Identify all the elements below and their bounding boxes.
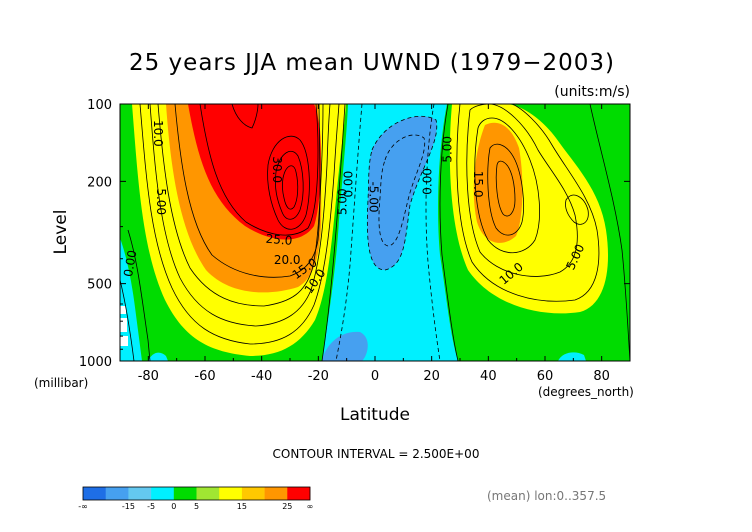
x-tick-label: 80 — [593, 369, 610, 384]
missing-data-cell — [120, 336, 128, 346]
colorbar-label: 15 — [237, 502, 247, 511]
colorbar-label: -5 — [147, 502, 155, 511]
y-tick-label: 1000 — [79, 355, 112, 370]
colorbar-label: 5 — [194, 502, 199, 511]
colorbar-swatch — [105, 487, 129, 500]
contour-label: 0.00 — [121, 249, 139, 278]
contour-interval-label: CONTOUR INTERVAL = 2.500E+00 — [273, 447, 480, 461]
colorbar-swatch — [151, 487, 175, 500]
contour-line — [474, 117, 540, 254]
contour-label: 20.0 — [274, 253, 301, 267]
contour-label: 5.00 — [336, 188, 350, 215]
y-tick-label: 100 — [87, 98, 112, 113]
units-label: (units:m/s) — [554, 84, 630, 100]
contour-line — [281, 165, 299, 210]
band-neg5-0-lowlevel2 — [148, 352, 168, 361]
contour-line — [487, 143, 524, 236]
contour-label: 0.00 — [421, 168, 435, 195]
colorbar-swatch — [219, 487, 243, 500]
y-axis-units: (millibar) — [34, 376, 88, 390]
averaging-note: (mean) lon:0..357.5 — [487, 489, 606, 503]
contour-line — [366, 115, 438, 271]
x-tick-label: 40 — [480, 369, 497, 384]
x-tick-label: 20 — [423, 369, 440, 384]
x-axis: -80 -60 -40 -20 0 20 40 60 80 — [119, 104, 631, 384]
contour-line — [267, 135, 310, 230]
colorbar-swatch — [173, 487, 197, 500]
contour-label: 0.00 — [341, 171, 355, 198]
contour-line — [157, 104, 324, 307]
colorbar-label: 25 — [282, 502, 292, 511]
colorbar-frame — [82, 486, 311, 501]
band-neg15-neg5-core — [367, 116, 437, 270]
colorbar-label: 0 — [171, 502, 176, 511]
colorbar-label: -15 — [122, 502, 135, 511]
band-neg15-neg5-low — [322, 331, 368, 361]
x-tick-label: -40 — [251, 369, 272, 384]
colorbar-swatch — [241, 487, 265, 500]
x-tick-label: -60 — [194, 369, 215, 384]
band-15-25-north — [473, 122, 523, 243]
colorbar-swatch — [128, 487, 152, 500]
contour-line — [466, 104, 578, 277]
contour-lines — [120, 104, 630, 361]
contour-line — [439, 104, 459, 361]
contour-line — [274, 150, 304, 220]
contour-label: 10.0 — [151, 120, 165, 147]
x-axis-title: Latitude — [340, 405, 410, 425]
missing-data-cell — [120, 306, 126, 314]
colorbar-swatch — [287, 487, 311, 500]
x-tick-label: -20 — [308, 369, 329, 384]
contour-line — [127, 229, 151, 361]
contour-label: 15.0 — [471, 171, 485, 198]
contour-line — [199, 104, 319, 236]
x-tick-label: 0 — [371, 369, 379, 384]
contour-label: 30.0 — [270, 156, 284, 183]
contour-line — [139, 104, 340, 345]
contour-line — [321, 104, 346, 361]
chart-title: 25 years JJA mean UWND (1979−2003) — [129, 50, 615, 76]
missing-data-cell — [120, 318, 127, 332]
plot-area: 10.05.000.0030.025.020.015.010.05.000.00… — [120, 104, 630, 361]
y-axis-title: Level — [51, 210, 71, 255]
contour-line — [149, 104, 331, 327]
colorbar-swatch — [83, 487, 106, 500]
contour-line — [456, 104, 600, 302]
y-axis: 100 200 500 1000 — [79, 98, 630, 370]
x-tick-label: -80 — [138, 369, 159, 384]
contour-line — [174, 104, 321, 278]
y-tick-label: 200 — [87, 175, 112, 190]
colorbar-label: ∞ — [307, 502, 314, 511]
contour-label: -5.00 — [366, 181, 380, 212]
colorbar: -∞ -15 -5 0 5 15 25 ∞ — [78, 486, 314, 511]
colorbar-label: -∞ — [78, 502, 88, 511]
contour-label: 25.0 — [265, 232, 293, 248]
band-neg5-0-lowlevel — [558, 352, 586, 361]
contour-line — [120, 279, 135, 361]
contour-line — [495, 160, 516, 217]
colorbar-swatch — [264, 487, 288, 500]
x-tick-label: 60 — [537, 369, 554, 384]
contour-line — [565, 194, 589, 225]
contour-line — [589, 104, 630, 361]
contour-line — [231, 104, 259, 129]
contour-line — [335, 104, 363, 361]
band-25-plus-south — [188, 104, 321, 240]
x-axis-units: (degrees_north) — [538, 385, 634, 399]
contour-label: 5.00 — [441, 136, 455, 163]
contour-labels: 10.05.000.0030.025.020.015.010.05.000.00… — [121, 120, 587, 296]
contour-label: 5.00 — [154, 188, 168, 215]
colorbar-swatch — [196, 487, 220, 500]
y-tick-label: 500 — [87, 278, 112, 293]
negative-contours — [335, 104, 441, 361]
